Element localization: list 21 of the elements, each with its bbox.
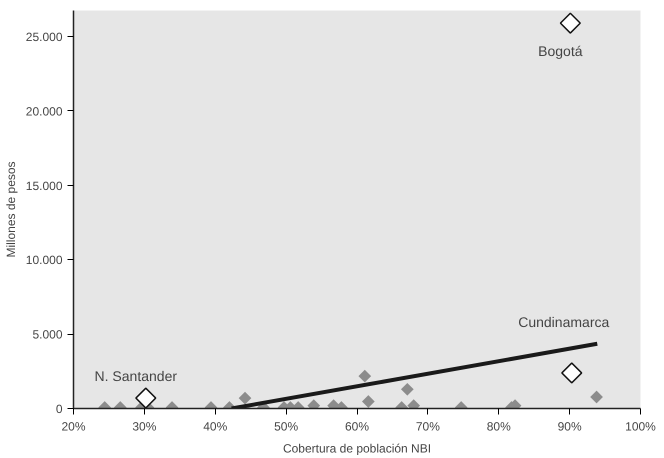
y-tick-label: 25.000 xyxy=(26,30,63,44)
x-tick-label: 30% xyxy=(132,420,157,434)
annotation: Cundinamarca xyxy=(518,314,610,330)
x-tick-label: 40% xyxy=(203,420,228,434)
y-tick-label: 5.000 xyxy=(32,328,63,342)
x-tick-label: 90% xyxy=(558,420,582,434)
annotation: N. Santander xyxy=(94,368,178,384)
x-tick-label: 70% xyxy=(416,420,440,434)
y-axis-title: Millones de pesos xyxy=(4,161,18,258)
y-tick-label: 10.000 xyxy=(26,253,63,268)
y-tick-label: 20.000 xyxy=(26,104,63,118)
x-tick-label: 100% xyxy=(625,420,656,434)
x-tick-label: 20% xyxy=(61,420,86,434)
point xyxy=(560,12,581,34)
x-tick-label: 50% xyxy=(274,420,298,434)
x-tick-label: 80% xyxy=(486,420,512,434)
y-tick-label: 0 xyxy=(56,402,63,416)
x-axis-title: Cobertura de población NBI xyxy=(282,442,432,456)
annotation: Bogotá xyxy=(538,43,583,60)
x-tick-label: 60% xyxy=(344,420,370,434)
y-tick-label: 15.000 xyxy=(26,178,63,193)
